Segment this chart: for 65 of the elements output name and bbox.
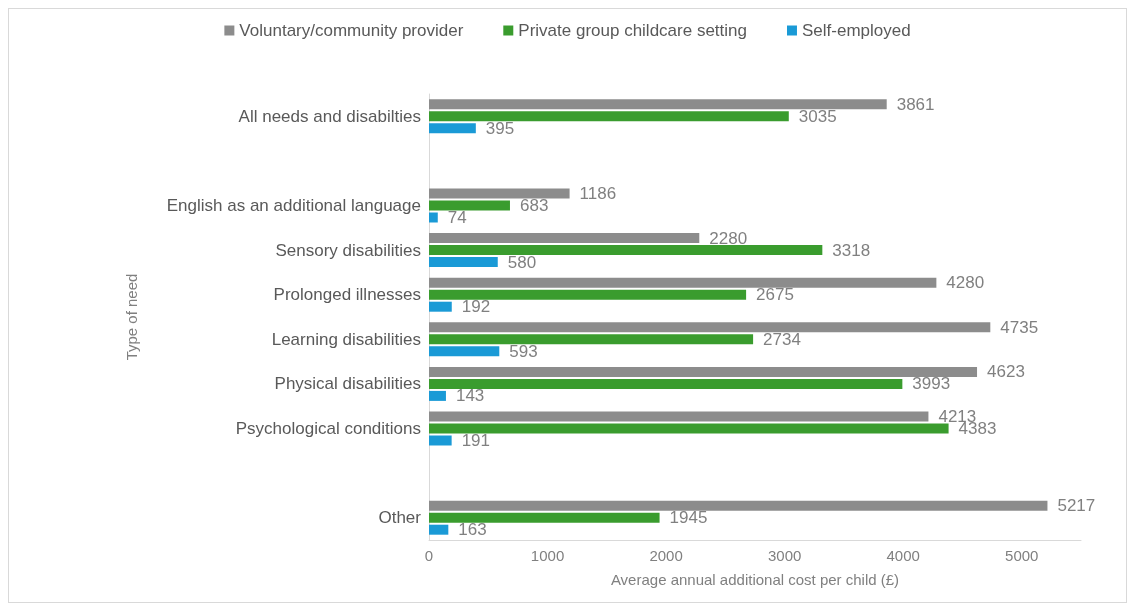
data-label: 1945 [669,508,708,528]
data-label: 5217 [1057,496,1096,516]
bar [429,123,476,134]
bar [429,289,747,300]
x-tick-label: 1000 [530,547,565,564]
data-label: 4623 [987,362,1025,382]
bar [429,500,1048,511]
data-label: 143 [455,386,485,406]
y-tick-label: Learning disabilities [271,329,421,349]
bar [429,411,929,422]
data-label: 191 [461,431,491,450]
bar [429,301,452,312]
bar [429,334,754,345]
y-tick-label: Other [378,508,422,528]
bar [429,111,789,122]
data-label: 395 [485,118,515,138]
data-label: 2280 [709,228,748,248]
bar [429,277,937,288]
bar [429,378,903,389]
bar [429,322,991,333]
y-tick-label: All needs and disabilties [238,106,421,126]
data-label: 3861 [896,94,935,114]
x-tick-label: 4000 [886,547,920,564]
data-label: 1186 [579,184,617,203]
x-axis-title: Average annual additional cost per child (£) [610,571,900,588]
data-label: 593 [509,341,538,361]
legend-label: Self-employed [801,21,911,40]
bar [429,346,500,357]
bar [429,390,446,401]
bar [429,212,438,223]
y-tick-label: Prolonged illnesses [273,285,421,305]
bar [429,512,660,523]
bar [429,366,978,377]
data-label: 3318 [832,240,871,260]
data-label: 4735 [1000,317,1039,337]
data-label: 3993 [912,374,951,394]
x-tick-label: 3000 [767,547,802,564]
y-axis-title: Type of need [123,273,140,361]
bar [429,435,452,446]
y-tick-label: Physical disabilities [274,374,421,394]
data-label: 74 [447,208,467,227]
x-tick-label: 5000 [1005,547,1039,564]
bar [429,245,823,256]
data-label: 683 [519,196,549,215]
data-label: 2734 [763,329,801,349]
bar [429,200,510,211]
x-tick-label: 2000 [649,547,683,564]
y-tick-label: Sensory disabilities [275,240,421,260]
data-label: 192 [461,297,491,317]
bar [429,524,449,535]
y-tick-label: English as an additional language [166,196,421,215]
data-label: 580 [507,252,537,272]
data-label: 2675 [756,285,794,305]
legend-label: Private group childcare setting [518,21,747,40]
data-label: 163 [458,520,487,540]
bar [429,188,570,199]
data-label: 3035 [798,106,837,126]
data-label: 4280 [946,273,985,293]
legend-label: Voluntary/community provider [239,21,464,40]
y-tick-label: Psychological conditions [235,419,421,438]
bar [429,99,887,110]
bar [429,233,700,244]
bar [429,423,949,434]
bar [429,257,498,268]
x-tick-label: 0 [424,547,434,564]
